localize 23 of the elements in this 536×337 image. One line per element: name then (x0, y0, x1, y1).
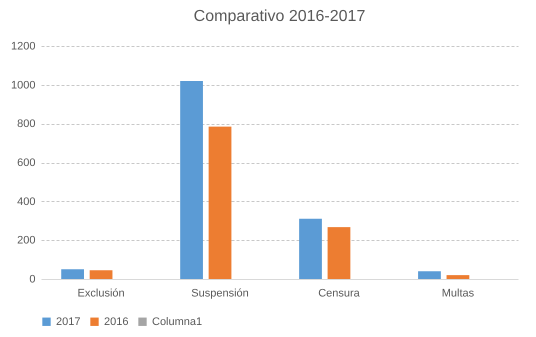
y-tick-label: 800 (17, 118, 36, 130)
bar (208, 126, 232, 279)
y-tick-label: 0 (29, 274, 36, 286)
bar (90, 270, 112, 279)
y-tick-label: 1200 (11, 40, 36, 52)
bar (299, 218, 322, 279)
bar (418, 271, 441, 279)
y-tick-label: 400 (17, 196, 36, 208)
x-tick-label: Exclusión (78, 288, 125, 300)
y-tick-label: 1000 (11, 79, 36, 92)
x-tick-label: Censura (318, 288, 361, 300)
chart-title: Comparativo 2016-2017 (194, 8, 366, 25)
legend-label: 2016 (104, 316, 128, 328)
legend-label: Columna1 (152, 316, 202, 328)
bar (328, 227, 350, 279)
bar (446, 275, 470, 279)
legend-label: 2017 (56, 316, 80, 328)
bar (61, 269, 84, 279)
y-tick-label: 200 (17, 234, 36, 247)
x-tick-label: Suspensión (191, 288, 249, 300)
bar (180, 80, 203, 279)
x-tick-label: Multas (442, 288, 475, 300)
y-tick-label: 600 (17, 157, 36, 169)
